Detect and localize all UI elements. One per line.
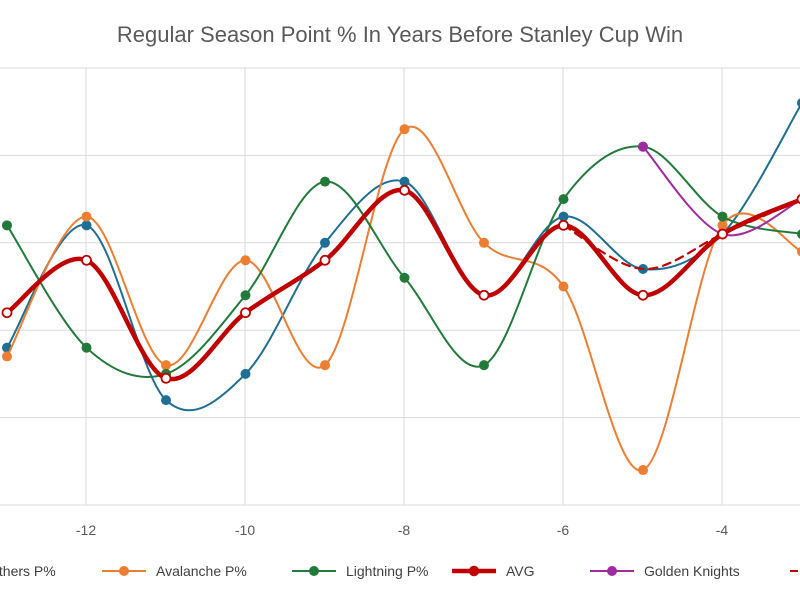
data-point — [797, 98, 800, 108]
legend-label: Panthers P% — [0, 563, 56, 579]
legend-label: Lightning P% — [346, 563, 429, 579]
x-tick-label: -4 — [716, 522, 729, 538]
data-point — [399, 184, 410, 196]
series-dashed-avg — [562, 198, 800, 271]
x-tick-label: -10 — [235, 522, 255, 538]
data-point — [320, 176, 330, 187]
data-point — [2, 351, 12, 362]
legend-swatch-marker — [119, 566, 129, 576]
x-tick-label: -8 — [398, 522, 411, 538]
legend-entry: AVG — [452, 563, 535, 579]
data-point — [320, 360, 330, 371]
data-point — [558, 281, 569, 292]
data-point — [2, 220, 12, 231]
legend-entry: Lightning P% — [292, 563, 429, 579]
legend-entry: Panthers P% — [0, 563, 56, 579]
data-point — [797, 229, 800, 239]
data-point — [717, 211, 728, 222]
series-line — [6, 125, 800, 472]
data-point — [558, 211, 569, 222]
chart-title: Regular Season Point % In Years Before S… — [117, 22, 683, 47]
data-point — [81, 254, 92, 266]
data-point — [399, 176, 410, 187]
x-tick-label: -12 — [76, 522, 96, 538]
data-point — [1, 307, 13, 319]
data-point — [399, 124, 410, 135]
data-point — [797, 246, 800, 257]
data-point — [319, 254, 331, 266]
data-point — [161, 395, 171, 406]
legend-label: Avalanche P% — [156, 563, 247, 579]
legend-swatch-marker — [468, 565, 480, 577]
x-axis-ticks: -12 -10 -8 -6 -4 — [76, 522, 729, 538]
data-point — [796, 194, 800, 205]
data-point — [240, 255, 251, 266]
series-line — [562, 198, 800, 271]
legend-label: AVG — [506, 563, 535, 579]
data-point — [717, 220, 728, 231]
data-point — [638, 465, 648, 476]
data-point — [81, 342, 92, 353]
series-layer — [1, 98, 800, 476]
data-point — [558, 219, 569, 231]
legend-label: Golden Knights — [644, 563, 740, 579]
data-point — [240, 368, 251, 379]
data-point — [399, 272, 410, 283]
legend-swatch-marker — [309, 566, 319, 576]
series-avalanche-p- — [2, 124, 800, 476]
data-point — [558, 194, 569, 205]
legend-entry: Avalanche P% — [102, 563, 247, 579]
data-point — [479, 360, 489, 371]
data-point — [637, 289, 649, 301]
data-point — [479, 237, 489, 248]
series-avg — [1, 184, 800, 384]
series-line — [6, 104, 800, 412]
series-lightning-p- — [2, 141, 800, 379]
legend-swatch-marker — [607, 566, 617, 576]
data-point — [240, 290, 251, 301]
x-tick-label: -6 — [557, 522, 570, 538]
data-point — [478, 289, 490, 301]
data-point — [81, 220, 92, 231]
data-point — [160, 372, 172, 384]
data-point — [320, 237, 330, 248]
data-point — [717, 228, 728, 240]
legend: Panthers P% Avalanche P% Lightning P% AVG Go… — [0, 563, 800, 579]
data-point — [638, 141, 648, 152]
data-point — [81, 211, 92, 222]
legend-entry: Golden Knights — [590, 563, 740, 579]
data-point — [161, 360, 171, 371]
data-point — [240, 307, 251, 319]
